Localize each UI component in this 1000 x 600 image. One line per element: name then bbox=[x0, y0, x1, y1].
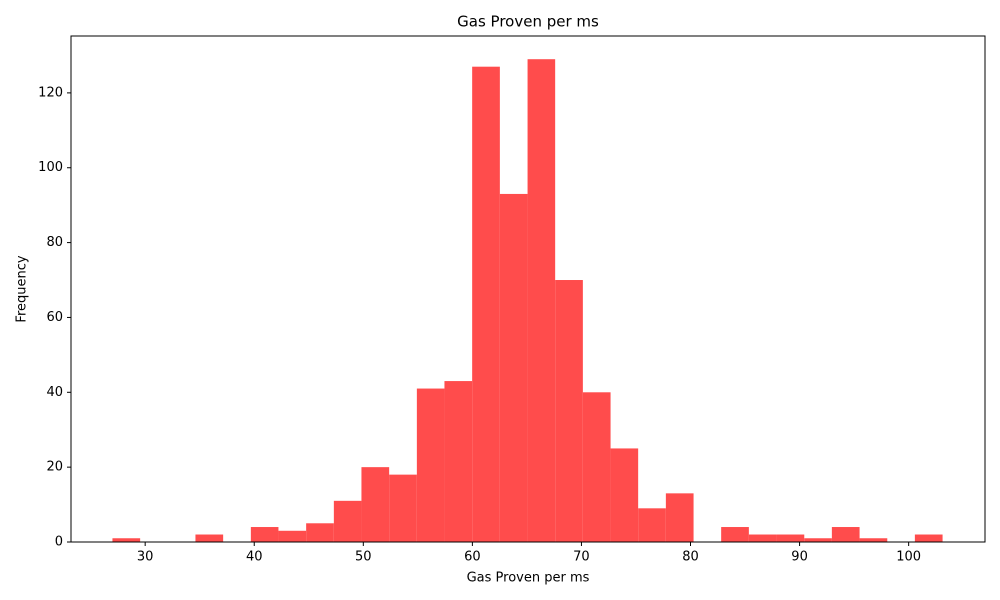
x-tick-label: 40 bbox=[246, 550, 263, 565]
bar bbox=[389, 474, 417, 542]
bar bbox=[776, 534, 805, 542]
bar bbox=[914, 534, 943, 542]
bar bbox=[555, 280, 583, 542]
x-axis-label: Gas Proven per ms bbox=[467, 571, 590, 586]
x-tick-label: 100 bbox=[896, 550, 921, 565]
bar bbox=[333, 500, 362, 542]
y-tick-label: 100 bbox=[38, 160, 63, 175]
y-tick-label: 120 bbox=[38, 85, 63, 100]
bar bbox=[195, 534, 224, 542]
bar bbox=[444, 381, 473, 542]
bar bbox=[859, 538, 888, 542]
bar bbox=[804, 538, 832, 542]
bar bbox=[831, 527, 860, 542]
bar bbox=[748, 534, 777, 542]
bar bbox=[416, 388, 445, 542]
bar bbox=[361, 467, 390, 542]
y-tick-label: 0 bbox=[55, 535, 63, 550]
x-tick-label: 30 bbox=[137, 550, 154, 565]
plot-frame bbox=[70, 35, 986, 543]
x-tick-label: 70 bbox=[573, 550, 590, 565]
y-tick-label: 60 bbox=[46, 310, 63, 325]
x-tick-label: 80 bbox=[682, 550, 699, 565]
bar bbox=[527, 59, 556, 543]
x-tick-label: 50 bbox=[355, 550, 372, 565]
x-tick-label: 90 bbox=[791, 550, 808, 565]
y-axis-label: Frequency bbox=[15, 255, 30, 322]
bar bbox=[582, 392, 611, 542]
bar bbox=[610, 448, 639, 542]
y-tick-label: 20 bbox=[46, 460, 63, 475]
x-tick-label: 60 bbox=[464, 550, 481, 565]
bar bbox=[250, 527, 279, 542]
bar bbox=[721, 527, 749, 542]
bar bbox=[499, 193, 528, 542]
bar bbox=[665, 493, 694, 542]
chart-title: Gas Proven per ms bbox=[457, 13, 599, 31]
bar bbox=[638, 508, 666, 542]
bar bbox=[472, 66, 500, 543]
bar bbox=[306, 523, 334, 542]
y-tick-label: 80 bbox=[46, 235, 63, 250]
bar bbox=[278, 530, 307, 542]
y-tick-label: 40 bbox=[46, 385, 63, 400]
bar bbox=[112, 538, 141, 542]
